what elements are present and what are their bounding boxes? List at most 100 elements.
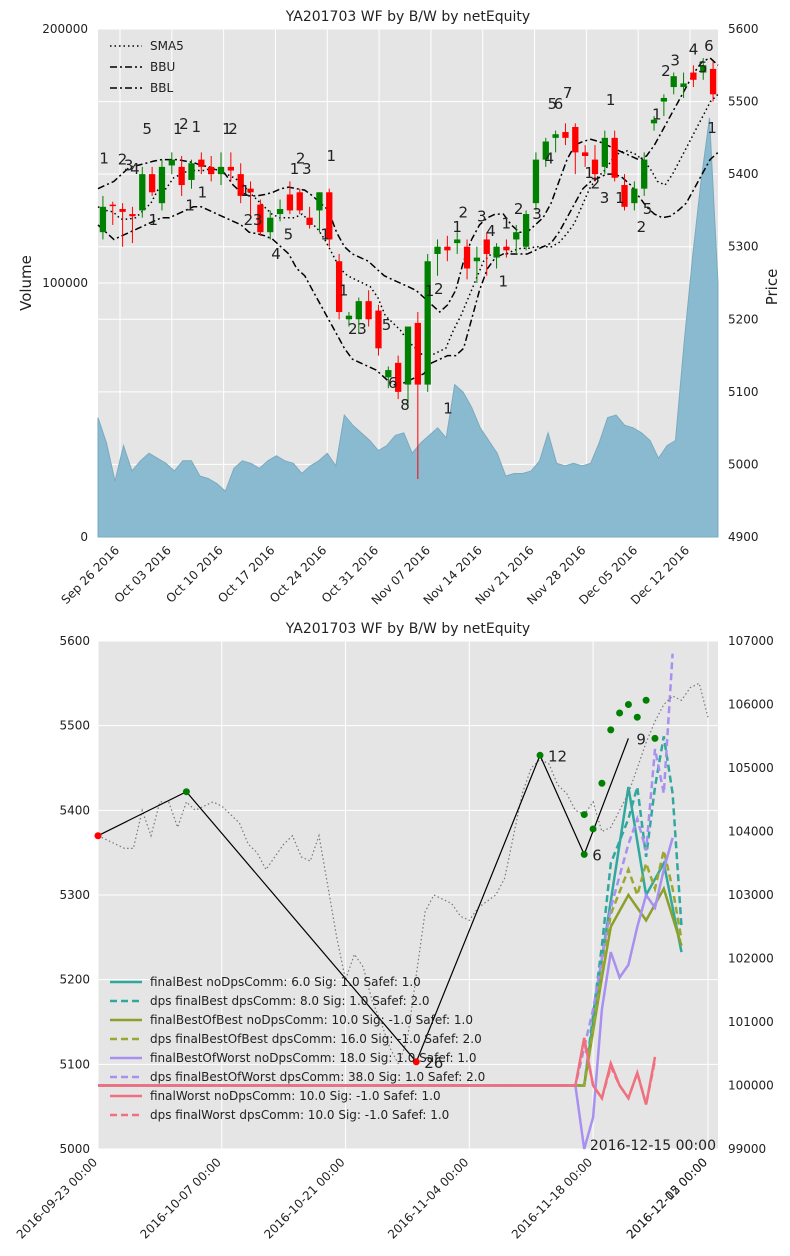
annotation-label: 2 xyxy=(514,200,524,218)
tick-label-equity: 107000 xyxy=(728,634,774,648)
tick-label-date: 2016-11-04 00:00 xyxy=(385,1155,471,1241)
candle-down xyxy=(335,261,343,313)
top-candles xyxy=(99,58,717,479)
candle-up xyxy=(700,65,707,73)
tick-label-volume: 200000 xyxy=(42,22,88,36)
annotation-label: 1 xyxy=(191,118,201,136)
candle-up xyxy=(404,326,412,385)
tick-label-price: 5400 xyxy=(728,167,759,181)
annotation-label: 5 xyxy=(698,59,708,77)
tick-label-price: 5100 xyxy=(59,1057,90,1071)
annotation-label: 6 xyxy=(388,374,398,392)
tick-label-price: 5100 xyxy=(728,385,759,399)
candle-up xyxy=(542,141,549,160)
candle-down xyxy=(375,310,382,349)
candle-up xyxy=(355,301,362,320)
annotation-label: 4 xyxy=(130,160,140,178)
candle-down xyxy=(611,137,618,178)
zigzag-line xyxy=(97,738,629,1063)
legend-label-sma5: SMA5 xyxy=(150,39,184,53)
legend-label: finalWorst noDpsComm: 10.0 Sig: -1.0 Saf… xyxy=(150,1089,441,1103)
annotation-label: 1 xyxy=(173,120,183,138)
candle-up xyxy=(267,217,274,233)
candle-up xyxy=(434,246,441,254)
legend-label: dps finalBestOfWorst dpsComm: 38.0 Sig: … xyxy=(150,1070,485,1084)
bottom-corner-label: 2016-12-15 00:00 xyxy=(590,1138,716,1154)
candle-down xyxy=(129,214,136,217)
top-ylabel-right: Price xyxy=(763,269,781,306)
annotation-label: 3 xyxy=(477,207,487,225)
candle-down xyxy=(414,322,421,385)
bottom-legend: finalBest noDpsComm: 6.0 Sig: 1.0 Safef:… xyxy=(110,975,485,1122)
annotation-label: 7 xyxy=(563,84,573,102)
candle-down xyxy=(690,72,697,80)
annotation-label: 2 xyxy=(179,115,189,133)
annotation-label: 8 xyxy=(400,396,410,414)
signal-dot-green xyxy=(580,850,588,858)
candle-up xyxy=(139,174,146,211)
annotation-label: 5 xyxy=(548,95,558,113)
candle-down xyxy=(444,246,451,251)
candle-down xyxy=(257,204,264,233)
equity-series-line xyxy=(98,837,674,1150)
equity-series-line xyxy=(98,653,674,1087)
annotation-label: 4 xyxy=(271,245,281,263)
annotation-label: 1 xyxy=(327,147,337,165)
annotation-label: 1 xyxy=(443,400,453,418)
candle-up xyxy=(552,134,559,138)
bottom-equity-series xyxy=(98,653,683,1150)
signal-dot-green xyxy=(642,696,650,704)
candle-down xyxy=(326,192,333,240)
candle-down xyxy=(296,192,303,211)
annotation-label: 4 xyxy=(689,40,699,58)
candle-down xyxy=(591,159,599,175)
candle-up xyxy=(473,257,481,262)
candle-up xyxy=(99,206,107,233)
annotation-label: 1 xyxy=(241,182,251,200)
candle-down xyxy=(306,217,313,225)
annotation-label: 1 xyxy=(652,106,662,124)
tick-label-equity: 105000 xyxy=(728,761,774,775)
candle-up xyxy=(345,315,353,320)
legend-label-bbu: BBU xyxy=(150,60,175,74)
candle-up xyxy=(424,261,431,385)
top-ylabel-left: Volume xyxy=(17,255,35,311)
equity-series-line xyxy=(98,850,683,1087)
legend-label-bbl: BBL xyxy=(150,81,173,95)
tick-label-price: 5300 xyxy=(728,240,759,254)
annotation-label: 2 xyxy=(296,149,306,167)
candle-up xyxy=(670,76,677,88)
candle-up xyxy=(680,83,687,88)
tick-label-equity: 103000 xyxy=(728,888,774,902)
annotation-label: 1 xyxy=(502,215,512,233)
top-volume-area xyxy=(97,117,719,538)
annotation-label: 3 xyxy=(670,51,680,69)
candle-up xyxy=(217,166,225,175)
annotation-label: 1 xyxy=(99,149,109,167)
annotation-label: 3 xyxy=(600,189,610,207)
signal-dot-green xyxy=(589,825,597,833)
volume-area xyxy=(97,117,719,538)
signal-dot-green xyxy=(182,788,190,796)
tick-label-price: 5300 xyxy=(59,888,90,902)
candle-down xyxy=(237,174,244,196)
legend-label: finalBest noDpsComm: 6.0 Sig: 1.0 Safef:… xyxy=(150,975,421,989)
candle-down xyxy=(208,166,215,175)
annotation-label: 4 xyxy=(545,149,555,167)
tick-label-date: 2016-12-15 00:00 xyxy=(624,1155,710,1241)
annotation-label: 2 xyxy=(661,62,671,80)
bottom-zigzag-labels: 26 12 6 9 xyxy=(424,730,646,1071)
candle-down xyxy=(572,126,579,153)
legend-label: finalBestOfBest noDpsComm: 10.0 Sig: -1.… xyxy=(150,1013,473,1027)
annotation-label: 1 xyxy=(198,183,208,201)
annotation-label: 2 xyxy=(637,218,647,236)
annotation-label: 5 xyxy=(284,225,294,243)
annotation-label: 1 xyxy=(425,282,435,300)
candle-down xyxy=(463,246,471,269)
candle-down xyxy=(227,166,235,171)
annotation-label: 3 xyxy=(124,157,134,175)
candle-up xyxy=(641,159,648,189)
signal-dot-green xyxy=(624,701,632,708)
annotation-label: 3 xyxy=(532,205,542,223)
tick-label-price: 5500 xyxy=(728,95,759,109)
